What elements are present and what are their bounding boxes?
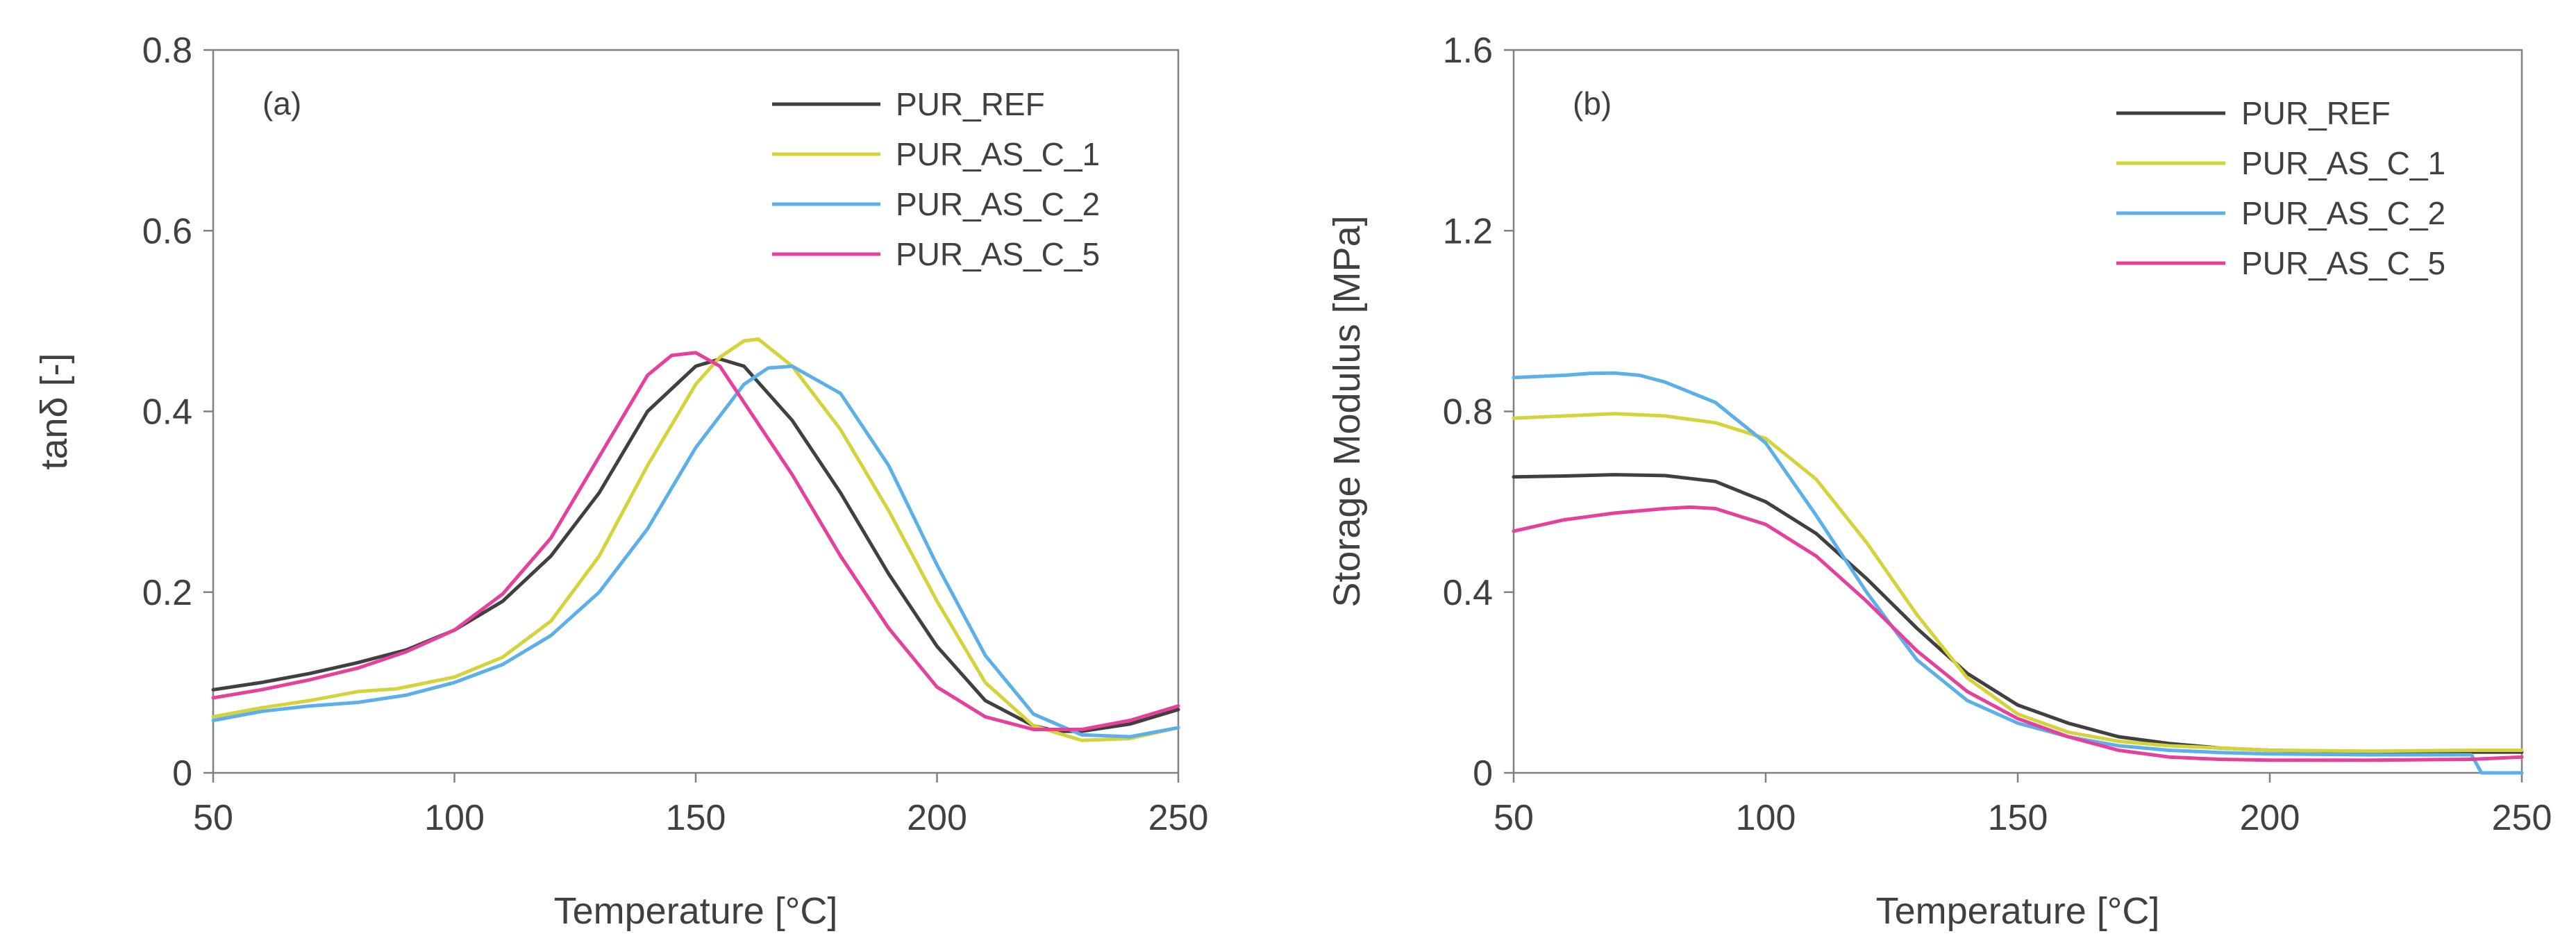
series-line-pur-ref xyxy=(1512,473,2524,754)
legend-label: PUR_REF xyxy=(896,86,1045,122)
panel-label: (a) xyxy=(262,85,301,122)
y-tick-label: 0.8 xyxy=(1443,392,1493,433)
legend-label: PUR_AS_C_1 xyxy=(2241,145,2445,181)
series-line-pur-as-c-5 xyxy=(211,351,1180,731)
y-tick-label: 0.8 xyxy=(142,31,192,71)
x-tick-label: 100 xyxy=(424,798,485,838)
x-axis-title: Temperature [°C] xyxy=(1876,890,2160,932)
legend-label: PUR_AS_C_2 xyxy=(896,186,1100,222)
x-tick-label: 250 xyxy=(2492,798,2552,838)
y-axis-title: tanδ [-] xyxy=(33,353,75,469)
x-tick-label: 200 xyxy=(907,798,967,838)
series-line-pur-as-c-1 xyxy=(211,337,1180,742)
x-tick-label: 50 xyxy=(193,798,233,838)
x-axis-title: Temperature [°C] xyxy=(554,890,838,932)
y-tick-label: 1.6 xyxy=(1443,31,1493,71)
x-tick-label: 100 xyxy=(1736,798,1796,838)
legend-label: PUR_AS_C_2 xyxy=(2241,195,2445,231)
legend-label: PUR_AS_C_5 xyxy=(896,236,1100,272)
series-line-pur-ref xyxy=(211,357,1180,733)
x-tick-label: 250 xyxy=(1148,798,1209,838)
series-line-pur-as-c-2 xyxy=(211,364,1180,739)
series-line-pur-as-c-2 xyxy=(1512,371,2524,775)
chart-a: 50 100 150 200 250 0 0.2 0.4 0.6 0.8 Temperature [… xyxy=(33,31,1208,932)
y-tick-label: 0.6 xyxy=(142,211,192,251)
x-tick-label: 150 xyxy=(666,798,726,838)
legend-label: PUR_REF xyxy=(2241,95,2391,131)
x-tick-label: 50 xyxy=(1494,798,1534,838)
y-tick-label: 1.2 xyxy=(1443,211,1493,251)
panel-label: (b) xyxy=(1573,85,1612,122)
x-tick-label: 150 xyxy=(1988,798,2048,838)
x-tick-label: 200 xyxy=(2240,798,2300,838)
series-line-pur-as-c-5 xyxy=(1512,505,2524,762)
y-tick-label: 0 xyxy=(1473,753,1493,794)
chart-b: 50 100 150 200 250 0 0.4 0.8 1.2 1.6 Temperature [… xyxy=(1326,31,2552,932)
series-line-pur-as-c-1 xyxy=(1512,412,2524,753)
y-tick-label: 0.2 xyxy=(142,573,192,613)
y-tick-label: 0.4 xyxy=(1443,573,1493,613)
y-tick-label: 0 xyxy=(172,753,192,794)
y-tick-label: 0.4 xyxy=(142,392,192,433)
legend-label: PUR_AS_C_1 xyxy=(896,136,1100,172)
y-axis-title: Storage Modulus [MPa] xyxy=(1326,215,1368,607)
legend-label: PUR_AS_C_5 xyxy=(2241,245,2445,281)
